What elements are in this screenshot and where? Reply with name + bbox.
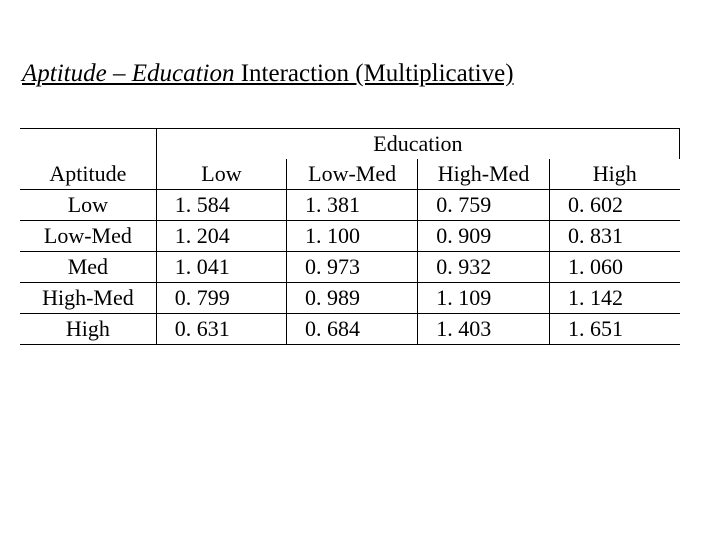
- cell: 1. 060: [550, 252, 680, 283]
- row-label: Med: [20, 252, 156, 283]
- title-italic: Aptitude – Education: [22, 60, 234, 87]
- aptitude-row-header: Aptitude: [20, 159, 156, 190]
- cell: 0. 684: [287, 314, 418, 345]
- col-header: Low: [156, 159, 286, 190]
- education-super-header: Education: [156, 129, 679, 160]
- col-header: High-Med: [418, 159, 550, 190]
- col-header: Low-Med: [287, 159, 418, 190]
- cell: 0. 973: [287, 252, 418, 283]
- page-title: Aptitude – Education Interaction (Multip…: [20, 60, 700, 88]
- cell: 1. 584: [156, 190, 286, 221]
- col-header: High: [550, 159, 680, 190]
- row-label: Low-Med: [20, 221, 156, 252]
- cell: 1. 041: [156, 252, 286, 283]
- table-row: High-Med 0. 799 0. 989 1. 109 1. 142: [20, 283, 680, 314]
- cell: 1. 109: [418, 283, 550, 314]
- cell: 1. 142: [550, 283, 680, 314]
- interaction-table: Education Aptitude Low Low-Med High-Med …: [20, 128, 680, 345]
- cell: 0. 759: [418, 190, 550, 221]
- cell: 1. 381: [287, 190, 418, 221]
- cell: 0. 909: [418, 221, 550, 252]
- cell: 1. 204: [156, 221, 286, 252]
- table-super-header-row: Education: [20, 129, 680, 160]
- cell: 0. 602: [550, 190, 680, 221]
- table-row: Low 1. 584 1. 381 0. 759 0. 602: [20, 190, 680, 221]
- table-row: High 0. 631 0. 684 1. 403 1. 651: [20, 314, 680, 345]
- table-row: Med 1. 041 0. 973 0. 932 1. 060: [20, 252, 680, 283]
- cell: 1. 651: [550, 314, 680, 345]
- table-row: Low-Med 1. 204 1. 100 0. 909 0. 831: [20, 221, 680, 252]
- row-label: High-Med: [20, 283, 156, 314]
- row-label: Low: [20, 190, 156, 221]
- cell: 0. 989: [287, 283, 418, 314]
- cell: 1. 100: [287, 221, 418, 252]
- row-label: High: [20, 314, 156, 345]
- cell: 0. 799: [156, 283, 286, 314]
- cell: 1. 403: [418, 314, 550, 345]
- table-header-row: Aptitude Low Low-Med High-Med High: [20, 159, 680, 190]
- cell: 0. 831: [550, 221, 680, 252]
- title-rest: Interaction (Multiplicative): [234, 60, 513, 87]
- cell: 0. 631: [156, 314, 286, 345]
- cell: 0. 932: [418, 252, 550, 283]
